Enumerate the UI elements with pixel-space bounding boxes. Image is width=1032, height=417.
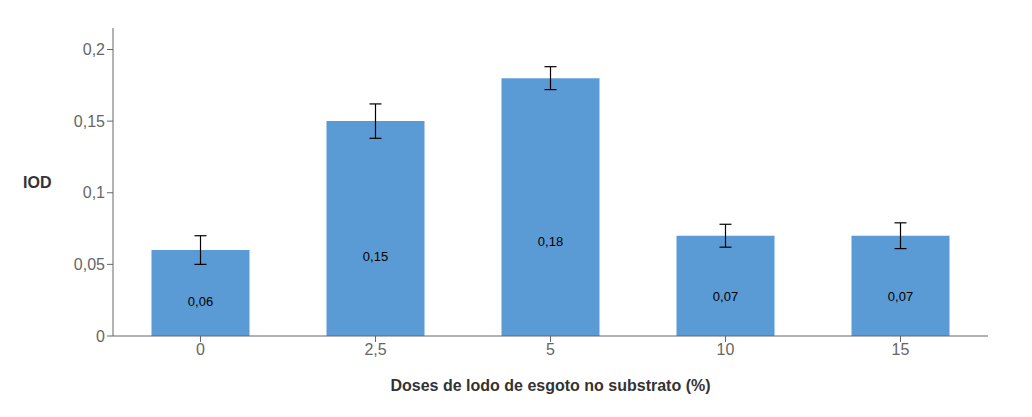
- svg-text:0,06: 0,06: [188, 294, 213, 309]
- svg-text:0: 0: [96, 328, 105, 345]
- svg-text:0,07: 0,07: [888, 289, 913, 304]
- svg-text:0,07: 0,07: [713, 289, 738, 304]
- svg-text:0: 0: [196, 341, 205, 358]
- svg-text:Doses de lodo de esgoto no sub: Doses de lodo de esgoto no substrato (%): [390, 377, 710, 394]
- svg-text:0,15: 0,15: [363, 249, 388, 264]
- svg-text:0,18: 0,18: [538, 234, 563, 249]
- svg-text:IOD: IOD: [23, 174, 51, 191]
- svg-text:0,15: 0,15: [74, 113, 105, 130]
- svg-text:5: 5: [546, 341, 555, 358]
- svg-text:0,2: 0,2: [83, 41, 105, 58]
- svg-text:10: 10: [717, 341, 735, 358]
- svg-text:0,05: 0,05: [74, 256, 105, 273]
- svg-text:2,5: 2,5: [364, 341, 386, 358]
- svg-text:15: 15: [892, 341, 910, 358]
- svg-text:0,1: 0,1: [83, 184, 105, 201]
